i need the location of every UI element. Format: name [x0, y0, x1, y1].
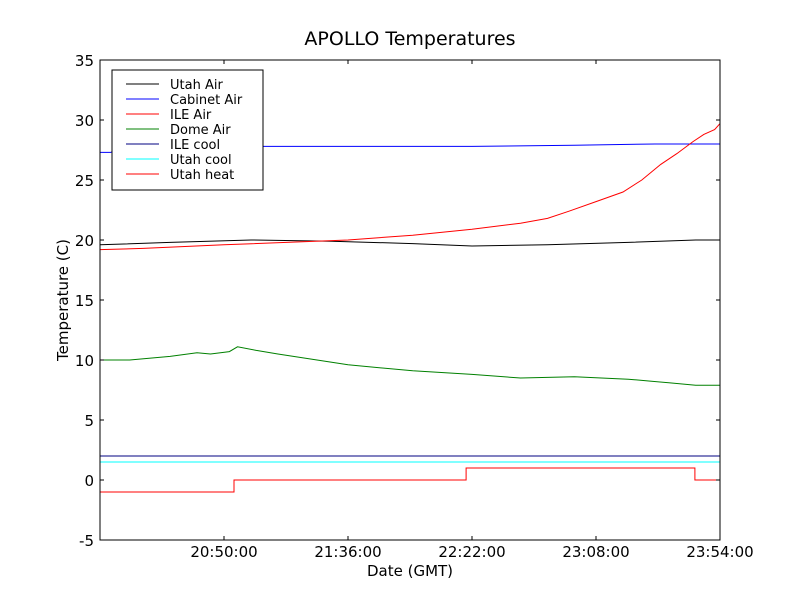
- x-tick-label: 23:54:00: [686, 543, 753, 561]
- legend-box: [111, 69, 264, 191]
- chart-title: APOLLO Temperatures: [304, 28, 515, 50]
- x-tick-label: 22:22:00: [438, 543, 505, 561]
- y-axis-label: Temperature (C): [54, 239, 72, 362]
- y-tick-label: 5: [84, 412, 94, 430]
- series-line-ile-air: [99, 123, 721, 251]
- x-tick-label: 23:08:00: [562, 543, 629, 561]
- legend-label: Cabinet Air: [170, 93, 243, 108]
- x-tick-label: 21:36:00: [314, 543, 381, 561]
- y-tick-label: 15: [75, 292, 94, 310]
- y-tick-label: 35: [75, 52, 94, 70]
- x-axis-label: Date (GMT): [367, 562, 453, 580]
- y-tick-label: 0: [84, 472, 94, 490]
- legend-label: Dome Air: [170, 123, 231, 138]
- legend-label: ILE cool: [170, 138, 220, 153]
- y-tick-label: 20: [75, 232, 94, 250]
- legend-label: Utah heat: [170, 168, 234, 183]
- x-tick-label: 20:50:00: [190, 543, 257, 561]
- y-tick-label: -5: [79, 532, 94, 550]
- legend-label: Utah cool: [170, 153, 232, 168]
- series-line-utah-heat: [100, 467, 720, 493]
- legend-label: ILE Air: [170, 108, 212, 123]
- legend-label: Utah Air: [170, 78, 223, 93]
- series-line-utah-air: [99, 239, 720, 247]
- y-tick-label: 30: [75, 112, 94, 130]
- y-tick-label: 10: [75, 352, 94, 370]
- y-tick-label: 25: [75, 172, 94, 190]
- series-line-dome-air: [100, 346, 720, 386]
